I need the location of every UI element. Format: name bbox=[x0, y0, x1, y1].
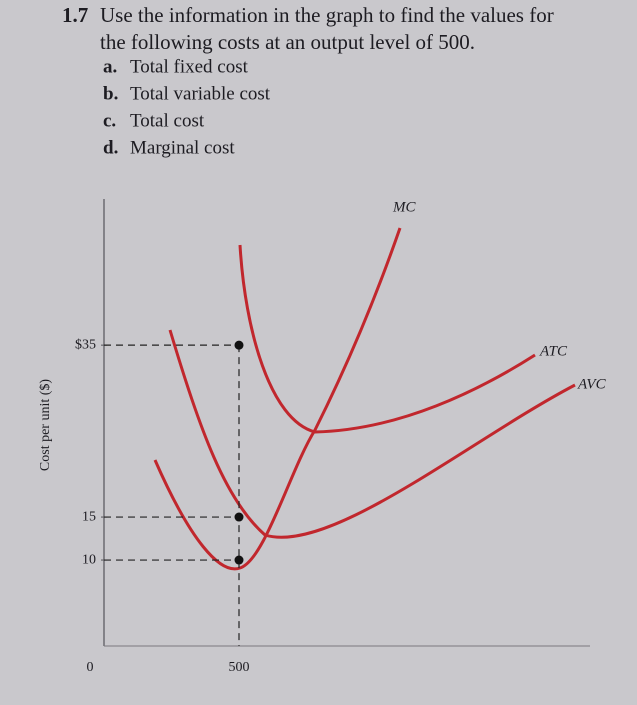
item-list: a. Total fixed cost b. Total variable cost c… bbox=[103, 56, 271, 158]
item-letter: c. bbox=[103, 110, 116, 131]
item-text: Marginal cost bbox=[130, 137, 235, 158]
item-text: Total cost bbox=[130, 110, 205, 131]
item-text: Total variable cost bbox=[130, 83, 271, 104]
atc-curve bbox=[238, 244, 536, 434]
x-tick-label: 0 bbox=[87, 660, 94, 675]
point bbox=[234, 512, 244, 522]
curve-label: AVC bbox=[577, 376, 607, 392]
problem-text: Use the information in the graph to find… bbox=[100, 3, 554, 27]
mc-curve bbox=[153, 227, 402, 571]
point bbox=[234, 555, 244, 565]
y-tick-label: $35 bbox=[75, 337, 96, 352]
x-tick-label: 500 bbox=[229, 660, 250, 675]
point bbox=[234, 340, 244, 350]
curve-label: MC bbox=[392, 199, 416, 215]
y-tick-label: 10 bbox=[82, 552, 96, 567]
y-axis-label: Cost per unit ($) bbox=[38, 379, 53, 471]
y-tick-label: 15 bbox=[82, 509, 96, 524]
item-letter: a. bbox=[103, 56, 117, 77]
item-letter: d. bbox=[103, 137, 118, 158]
avc-curve bbox=[168, 329, 576, 539]
problem-text: the following costs at an output level o… bbox=[100, 30, 475, 54]
curve-label: ATC bbox=[539, 343, 568, 359]
item-text: Total fixed cost bbox=[130, 56, 249, 77]
item-letter: b. bbox=[103, 83, 118, 104]
problem-number: 1.7 bbox=[62, 3, 88, 27]
